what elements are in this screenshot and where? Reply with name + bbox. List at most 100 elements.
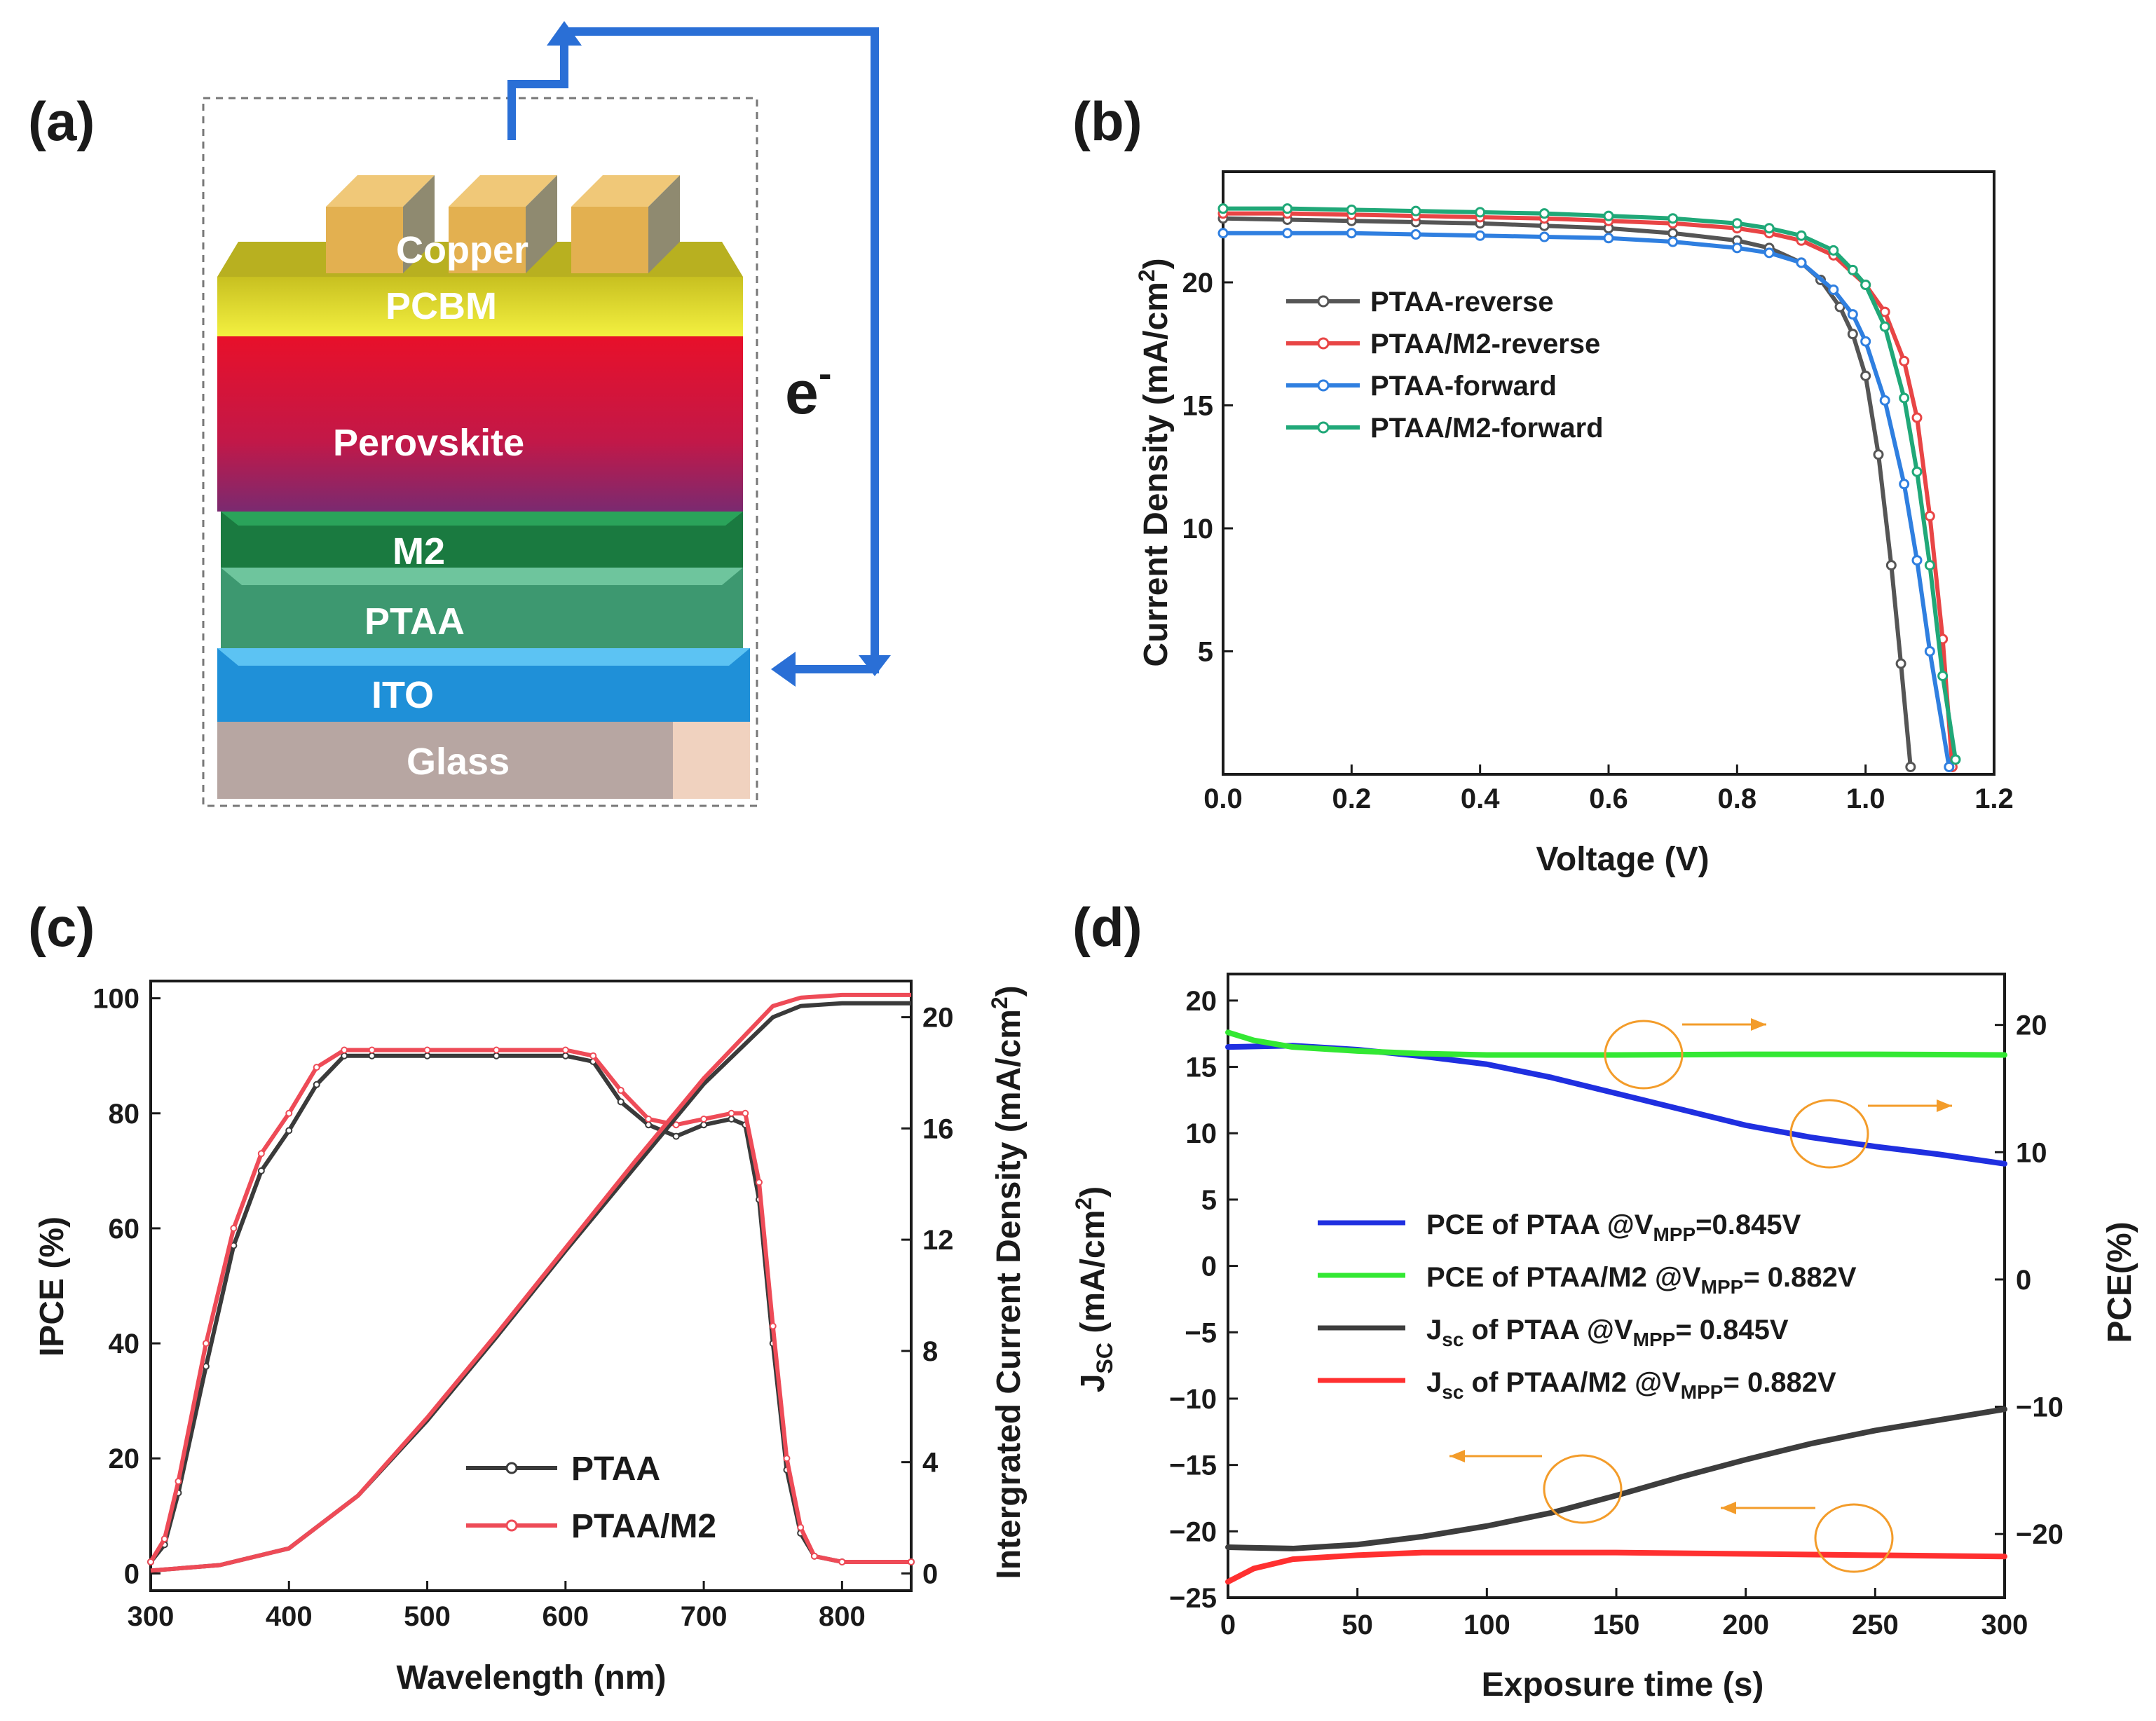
panel-c-x-tick-label: 300 bbox=[128, 1601, 175, 1632]
panel-b-data-point bbox=[1346, 228, 1357, 239]
panel-b-data-point bbox=[1860, 279, 1871, 290]
layer-label-ito: ITO bbox=[371, 674, 434, 716]
panel-b-x-tick-label: 1.2 bbox=[1974, 783, 2014, 814]
panel-b-data-point bbox=[1282, 203, 1293, 214]
panel-d-y-tick-label: −10 bbox=[1169, 1384, 1217, 1415]
panel-b-x-tick-label: 0.0 bbox=[1203, 783, 1243, 814]
panel-d-x-tick-label: 200 bbox=[1722, 1610, 1769, 1640]
panel-b-data-point bbox=[1911, 555, 1923, 566]
panel-d-legend-label-0: PCE of PTAA @VMPP=0.845V bbox=[1426, 1209, 1801, 1245]
panel-d-legend-label-tail: of PTAA @V bbox=[1464, 1315, 1633, 1345]
panel-d-annotation-ellipse-1 bbox=[1789, 1099, 1869, 1169]
panel-b-legend-label-2: PTAA-forward bbox=[1370, 371, 1557, 402]
panel-d-stability-chart: (d) 0 50 100 150 200 250 30020151050−5−10−15−2… bbox=[1071, 896, 2138, 1703]
panel-c-data-point bbox=[756, 1179, 763, 1186]
panel-c-x-tick-label: 400 bbox=[266, 1601, 313, 1632]
panel-c-frame bbox=[149, 980, 913, 1592]
panel-d-x-axis-label: Exposure time (s) bbox=[1482, 1666, 1764, 1703]
panel-b-data-point bbox=[1885, 560, 1897, 571]
panel-b-y-axis-label: Current Density (mA/cm2) bbox=[1134, 258, 1175, 666]
panel-b-data-point bbox=[1217, 228, 1229, 239]
panel-b-data-point bbox=[1217, 203, 1229, 214]
layer-label-perovskite: Perovskite bbox=[333, 422, 524, 464]
panel-c-x-tick-label: 800 bbox=[819, 1601, 866, 1632]
panel-b-legend-marker-1 bbox=[1317, 337, 1330, 350]
layer-label-m2: M2 bbox=[393, 530, 445, 572]
panel-b-data-point bbox=[1860, 370, 1871, 381]
panel-b-data-point bbox=[1828, 284, 1839, 295]
panel-c-data-point bbox=[645, 1115, 653, 1123]
electron-label-sup: - bbox=[819, 351, 832, 395]
copper-electrodes: Copper bbox=[326, 175, 680, 273]
panel-c-y-axis-label: IPCE (%) bbox=[34, 1216, 71, 1357]
panel-b-y-axis-label-main: Current Density (mA/cm bbox=[1138, 282, 1175, 666]
panel-b-legend-label-0: PTAA-reverse bbox=[1370, 287, 1554, 317]
panel-b-data-point bbox=[1796, 257, 1807, 268]
panel-c-data-point bbox=[617, 1098, 625, 1106]
panel-c-data-point bbox=[700, 1115, 708, 1123]
panel-d-annotation-arrowhead-0 bbox=[1751, 1018, 1766, 1031]
panel-b-y-axis-label-tail: ) bbox=[1138, 258, 1175, 269]
panel-c-series bbox=[147, 992, 915, 1573]
panel-b-x-tick-label: 0.4 bbox=[1461, 783, 1500, 814]
layer-perovskite: Perovskite bbox=[217, 336, 743, 512]
panel-c-data-point bbox=[202, 1362, 210, 1370]
panel-c-y-tick-label: 0 bbox=[124, 1558, 139, 1589]
panel-b-data-point bbox=[1879, 395, 1890, 406]
panel-d-annotation-arrowhead-2 bbox=[1449, 1450, 1465, 1462]
panel-c-y2-tick-label: 8 bbox=[922, 1336, 938, 1367]
panel-c-y-tick-label: 100 bbox=[93, 984, 139, 1015]
panel-b-x-tick-label: 0.8 bbox=[1718, 783, 1757, 814]
layer-label-pcbm: PCBM bbox=[386, 285, 497, 327]
panel-c-x-axis-label: Wavelength (nm) bbox=[397, 1659, 667, 1696]
panel-d-y-tick-label: −25 bbox=[1169, 1583, 1217, 1614]
panel-c-data-point bbox=[285, 1127, 293, 1134]
panel-c-series-line-3 bbox=[150, 992, 911, 1573]
panel-a-label: (a) bbox=[28, 90, 95, 152]
panel-c-ipce-chart: (c) 300 400 500 600 700 800 0 20 40 60 80 100 0 4 8 12 1… bbox=[28, 896, 1028, 1696]
panel-b-series bbox=[1217, 203, 1961, 772]
panel-c-legend: PTAA PTAA/M2 bbox=[466, 1451, 716, 1545]
layer-label-copper: Copper bbox=[396, 229, 528, 271]
panel-d-legend-label-1: PCE of PTAA/M2 @VMPP= 0.882V bbox=[1426, 1262, 1857, 1298]
panel-c-data-point bbox=[161, 1535, 168, 1543]
panel-b-data-point bbox=[1950, 754, 1961, 765]
panel-b-data-point bbox=[1346, 204, 1357, 215]
layer-m2: M2 bbox=[221, 512, 743, 572]
panel-b-data-point bbox=[1937, 671, 1949, 682]
panel-b-data-point bbox=[1667, 213, 1679, 224]
panel-d-legend-label-main: PCE of PTAA @V bbox=[1426, 1209, 1653, 1240]
panel-c-plot-area bbox=[149, 980, 913, 1592]
panel-c-y2-tick-label: 0 bbox=[922, 1558, 938, 1589]
panel-b-data-point bbox=[1410, 205, 1421, 217]
layer-glass: Glass bbox=[217, 722, 750, 799]
panel-c-data-point bbox=[617, 1086, 625, 1094]
panel-d-annotations bbox=[1449, 1018, 1952, 1573]
panel-b-data-point bbox=[1796, 230, 1807, 241]
panel-d-series bbox=[1225, 1029, 2007, 1585]
panel-d-legend-label-main: J bbox=[1426, 1367, 1442, 1398]
panel-d-y-tick-label: −15 bbox=[1169, 1451, 1217, 1481]
panel-b-data-point bbox=[1763, 247, 1775, 259]
panel-d-legend-label-2: Jsc of PTAA @VMPP= 0.845V bbox=[1426, 1315, 1789, 1350]
panel-d-x-tick-label: 250 bbox=[1852, 1610, 1899, 1640]
panel-c-data-point bbox=[341, 1052, 348, 1060]
panel-c-legend-label-1: PTAA/M2 bbox=[571, 1508, 716, 1545]
panel-d-y-tick-label: 5 bbox=[1201, 1185, 1217, 1216]
panel-b-data-point bbox=[1899, 392, 1910, 404]
panel-a-schematic: (a) Glass ITO PTAA M2 bbox=[28, 21, 891, 807]
panel-b-y-axis-label-sup: 2 bbox=[1134, 269, 1159, 282]
panel-d-legend-label-end: = 0.882V bbox=[1723, 1367, 1836, 1398]
panel-d-series-line-3 bbox=[1225, 1549, 2007, 1585]
panel-c-y2-axis-label-sup: 2 bbox=[987, 996, 1012, 1009]
panel-d-legend-label-sub2: MPP bbox=[1681, 1381, 1724, 1403]
layer-ptaa: PTAA bbox=[221, 568, 743, 648]
panel-c-data-point bbox=[230, 1224, 238, 1232]
panel-b-y-tick-label: 15 bbox=[1182, 390, 1214, 421]
panel-b-data-point bbox=[1410, 229, 1421, 240]
panel-d-x-tick-label: 0 bbox=[1220, 1610, 1236, 1640]
panel-d-series-line-2 bbox=[1225, 1406, 2007, 1551]
panel-b-data-point bbox=[1847, 264, 1858, 275]
panel-d-y-axis-label: JSC (mA/cm2) bbox=[1071, 1186, 1117, 1392]
panel-c-ticks: 300 400 500 600 700 800 0 20 40 60 80 100 0 4 8 12 16 20 bbox=[93, 984, 953, 1632]
